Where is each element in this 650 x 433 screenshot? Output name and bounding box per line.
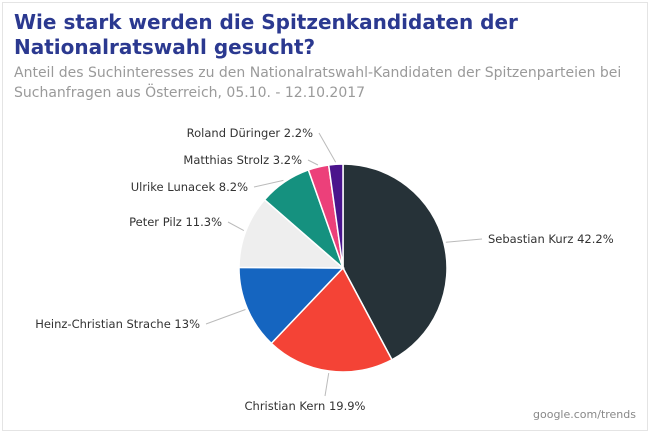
connector-line-0 — [445, 238, 483, 243]
chart-subtitle: Anteil des Suchinteresses zu den Nationa… — [14, 65, 622, 101]
connector-line-5 — [307, 159, 319, 166]
slice-label-1: Christian Kern 19.9% — [245, 399, 366, 413]
pie-slice-0 — [342, 163, 448, 361]
slice-label-2: Heinz-Christian Strache 13% — [35, 317, 200, 331]
connector-line-6 — [318, 132, 337, 163]
connector-line-3 — [227, 221, 245, 231]
slice-label-4: Ulrike Lunacek 8.2% — [131, 180, 248, 194]
pie-slice-3 — [238, 198, 346, 269]
connector-line-1 — [324, 372, 330, 397]
slice-label-5: Matthias Strolz 3.2% — [183, 153, 302, 167]
slice-label-3: Peter Pilz 11.3% — [129, 215, 222, 229]
chart-title: Wie stark werden die Spitzenkandidaten d… — [14, 10, 518, 59]
source-label: google.com/trends — [533, 408, 636, 421]
pie-slice-2 — [238, 266, 345, 345]
connector-line-4 — [253, 179, 284, 188]
connector-line-2 — [205, 309, 246, 325]
pie-slice-1 — [270, 266, 393, 373]
slice-label-0: Sebastian Kurz 42.2% — [488, 232, 614, 246]
pie-slice-6 — [327, 163, 344, 269]
slice-label-6: Roland Düringer 2.2% — [187, 126, 313, 140]
